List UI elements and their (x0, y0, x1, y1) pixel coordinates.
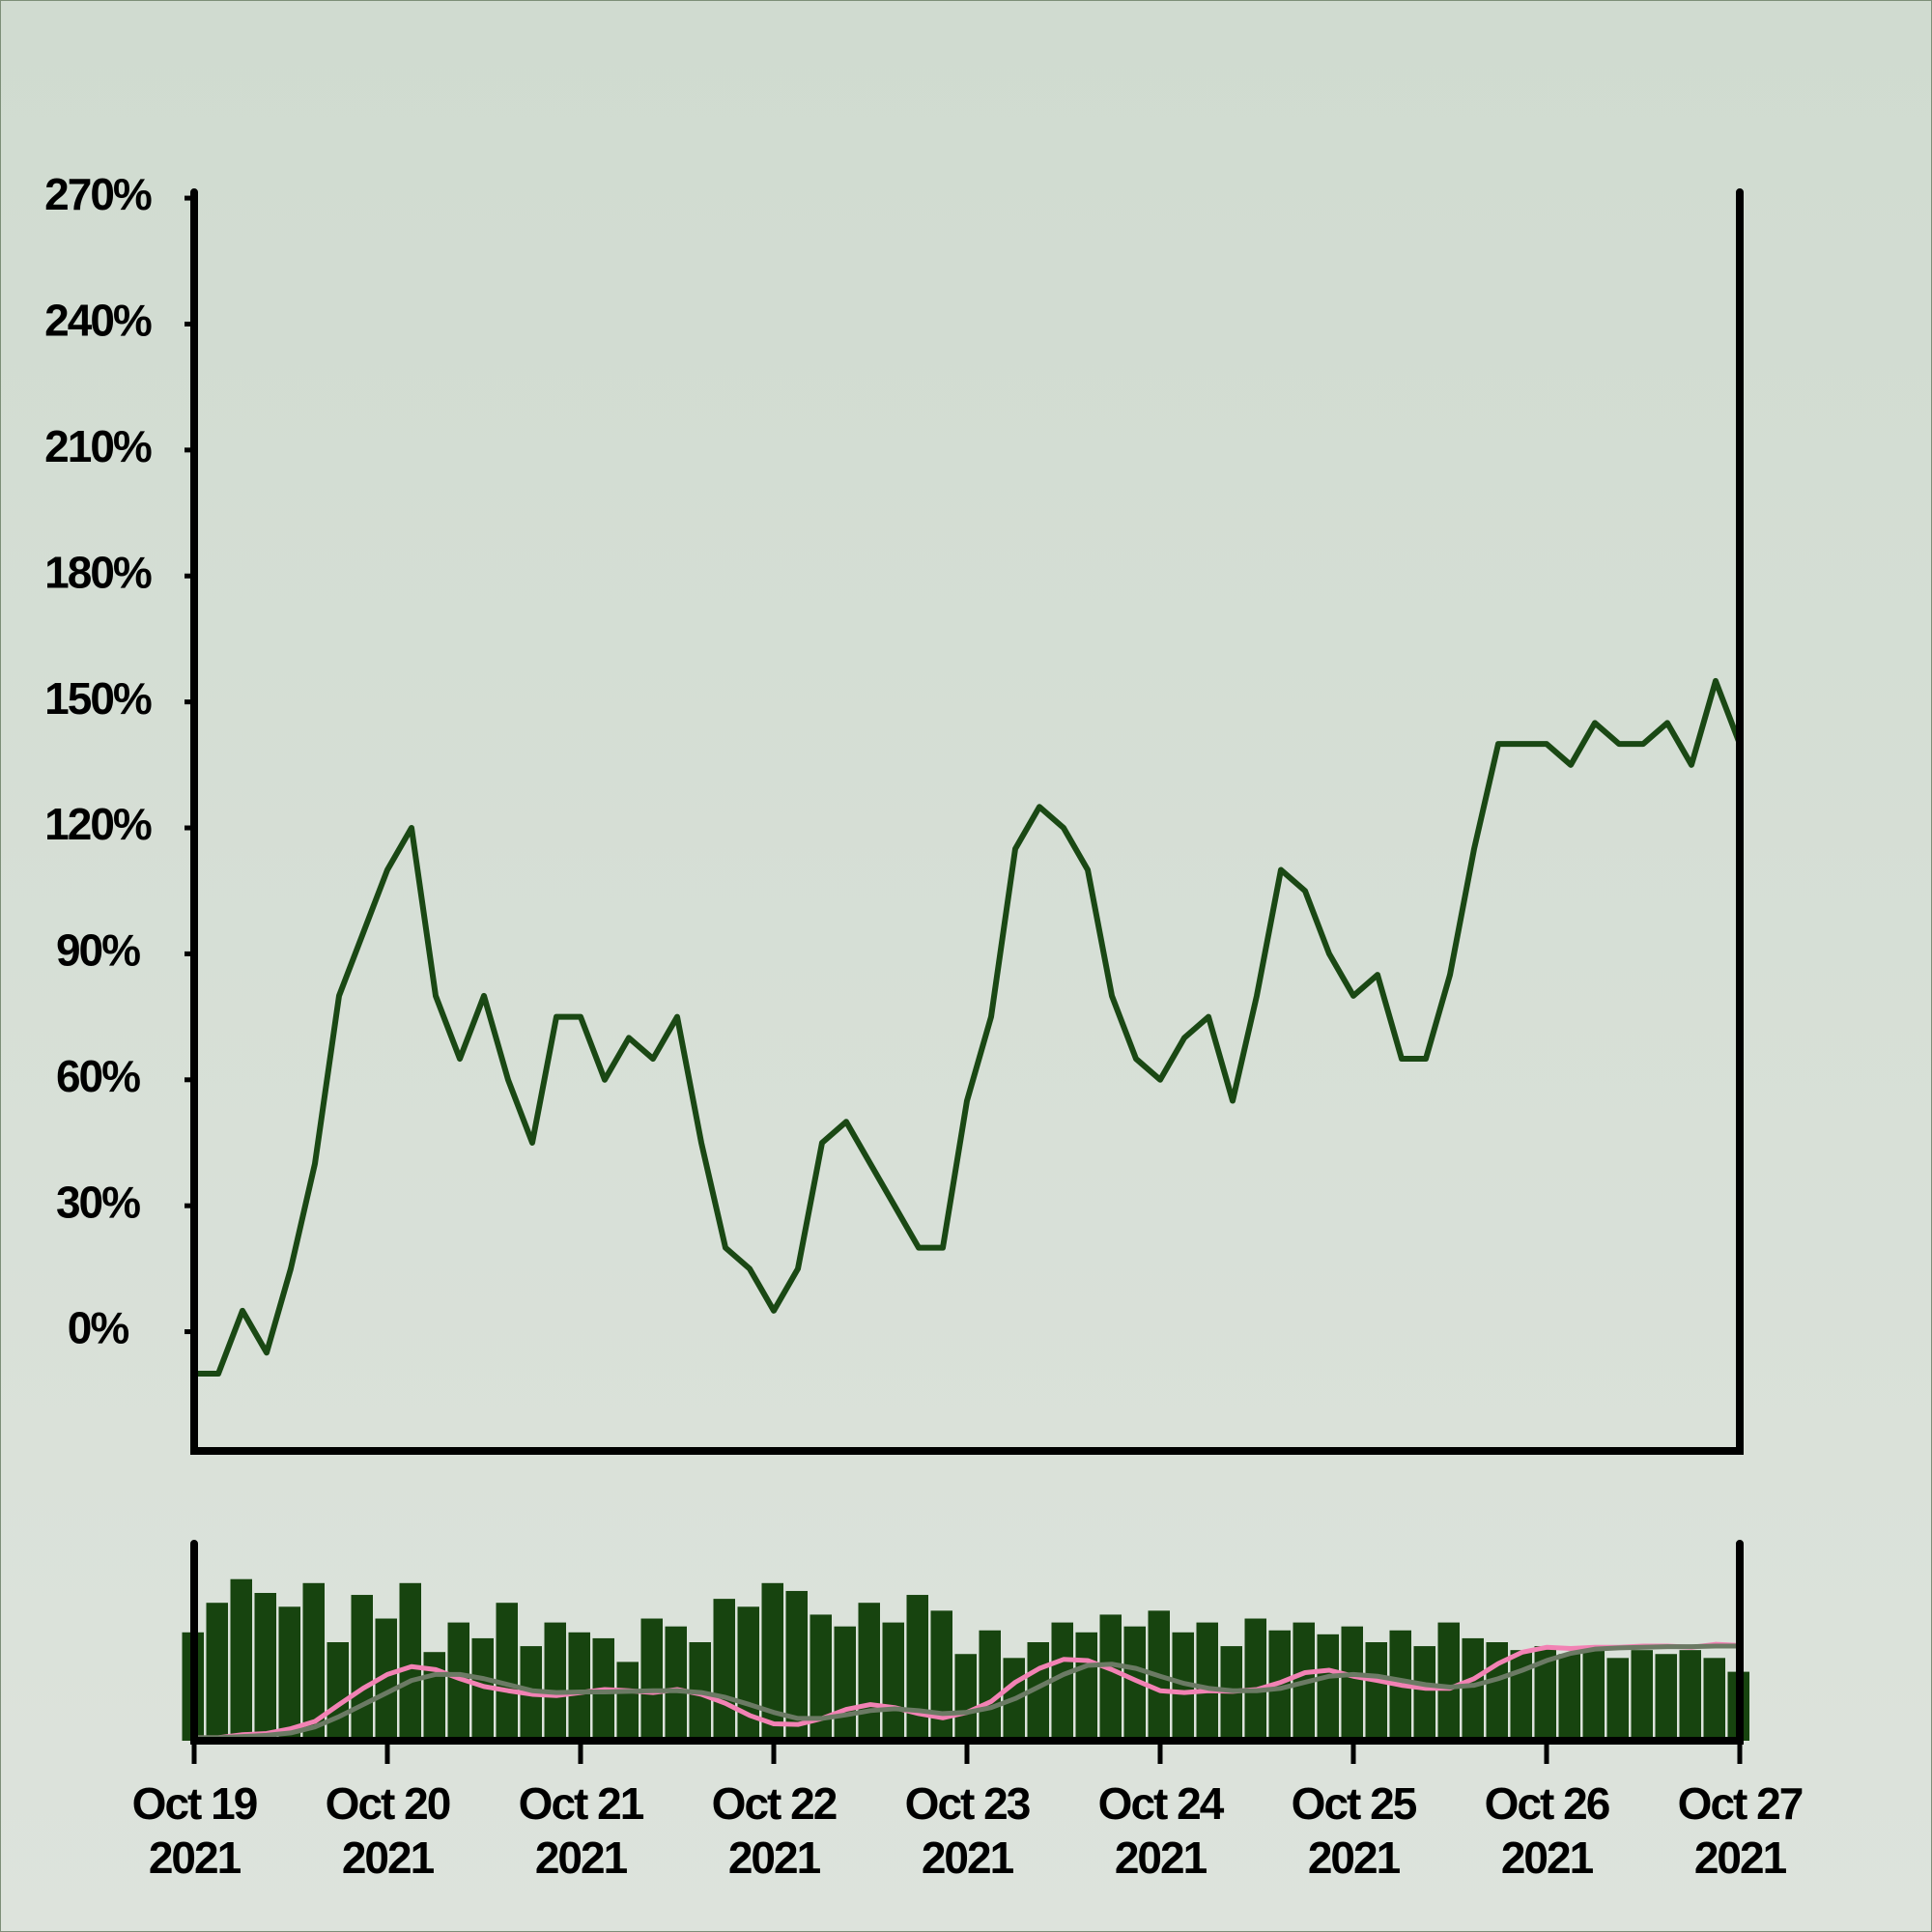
volume-bar (1196, 1622, 1218, 1741)
volume-bar (1051, 1622, 1073, 1741)
volume-bar (544, 1622, 566, 1741)
y-tick-label: 30% (56, 1177, 140, 1227)
x-tick-label: Oct 25 2021 (1291, 1778, 1418, 1883)
x-tick-label: Oct 24 2021 (1097, 1778, 1225, 1883)
volume-bar (665, 1626, 687, 1741)
volume-bar (1486, 1642, 1508, 1741)
volume-bar (399, 1582, 421, 1741)
volume-bar (471, 1637, 494, 1741)
average-line (194, 1643, 1740, 1741)
volume-bar (906, 1595, 928, 1741)
volume-bar (1462, 1637, 1484, 1741)
volume-bar (1099, 1614, 1122, 1741)
volume-bar (713, 1599, 735, 1741)
y-tick-label: 270% (44, 169, 152, 219)
volume-bar (1317, 1634, 1339, 1741)
volume-bar (737, 1606, 759, 1741)
volume-bar (616, 1662, 639, 1741)
volume-bar (1510, 1650, 1532, 1741)
volume-bar (954, 1654, 977, 1741)
volume-bar (640, 1618, 663, 1741)
volume-bar (834, 1626, 856, 1741)
y-tick-label: 0% (68, 1303, 129, 1353)
volume-bar (1703, 1658, 1725, 1741)
volume-bar (1534, 1646, 1556, 1741)
y-tick-label: 180% (44, 547, 152, 597)
volume-bar (351, 1595, 373, 1741)
x-tick-label: Oct 27 2021 (1677, 1778, 1804, 1883)
volume-bar (1075, 1632, 1097, 1741)
y-tick-label: 90% (56, 925, 140, 976)
volume-bar (1558, 1654, 1580, 1741)
x-tick-label: Oct 23 2021 (904, 1778, 1032, 1883)
volume-bar (206, 1603, 228, 1741)
volume-bar (447, 1622, 469, 1741)
volume-bar (1365, 1642, 1387, 1741)
volume-bar (1268, 1630, 1291, 1741)
x-tick-label: Oct 20 2021 (325, 1778, 452, 1883)
volume-bar (882, 1622, 904, 1741)
volume-bar (785, 1590, 808, 1741)
x-tick-label: Oct 22 2021 (711, 1778, 838, 1883)
volume-bar (1606, 1658, 1629, 1741)
volume-bar (1413, 1646, 1435, 1741)
volume-bar (302, 1582, 325, 1741)
y-tick-label: 150% (44, 673, 152, 724)
price-line (194, 677, 1743, 1378)
volume-bar (930, 1610, 952, 1741)
volume-bar (1341, 1626, 1363, 1741)
volume-bar (568, 1632, 590, 1741)
x-tick-label: Oct 21 2021 (518, 1778, 645, 1883)
volume-bar (1172, 1632, 1194, 1741)
volume-bar (1679, 1650, 1701, 1741)
volume-bar (1631, 1650, 1653, 1741)
volume-bar (423, 1652, 445, 1741)
volume-bar (278, 1606, 300, 1741)
volume-bar (1244, 1618, 1266, 1741)
volume-bar (761, 1582, 783, 1741)
volume-bar (1123, 1626, 1146, 1741)
volume-bar (327, 1642, 349, 1741)
y-tick-label: 240% (44, 296, 152, 346)
volume-bar (254, 1593, 276, 1741)
volume-bar (810, 1614, 832, 1741)
y-tick-label: 60% (56, 1051, 140, 1101)
axis-spines (190, 188, 1744, 1455)
volume-bar (1655, 1654, 1677, 1741)
y-tick-label: 120% (44, 799, 152, 849)
x-tick-label: Oct 19 2021 (131, 1778, 259, 1883)
volume-bar (230, 1578, 252, 1741)
volume-bar (375, 1618, 397, 1741)
volume-bar (1582, 1650, 1605, 1741)
x-tick-label: Oct 26 2021 (1484, 1778, 1611, 1883)
volume-bar (1437, 1622, 1460, 1741)
volume-bar (496, 1603, 518, 1741)
volume-bar (858, 1603, 880, 1741)
y-tick-label: 210% (44, 421, 152, 471)
volume-bar (979, 1630, 1001, 1741)
